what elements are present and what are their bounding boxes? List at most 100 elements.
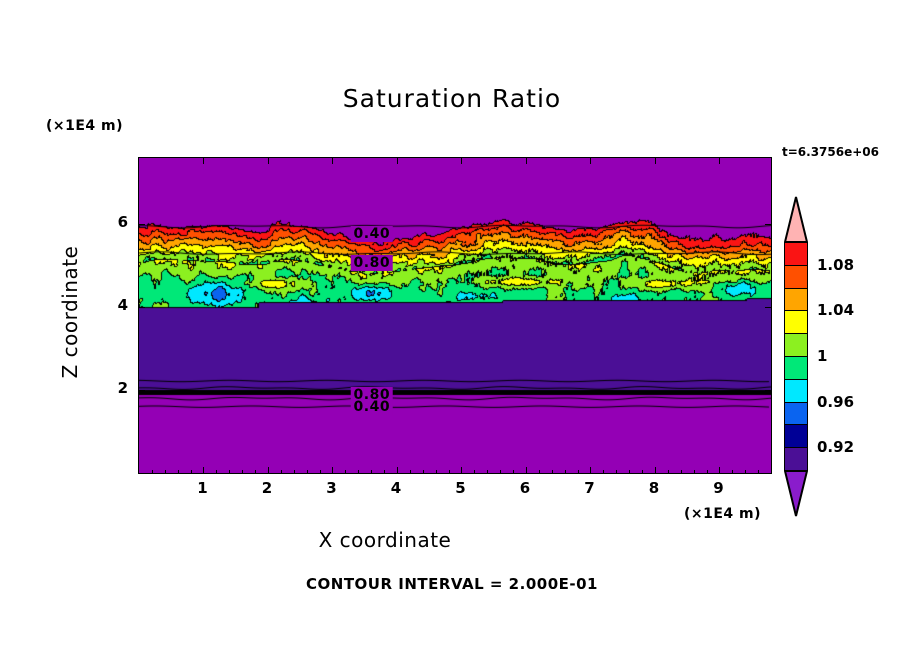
- x-axis-minor-tick: [358, 470, 360, 473]
- x-axis-minor-tick: [409, 470, 411, 473]
- x-axis-minor-tick: [422, 470, 424, 473]
- x-axis-tick: [719, 158, 721, 164]
- x-axis-minor-tick: [680, 470, 682, 473]
- x-axis-tick: [396, 467, 398, 473]
- colorbar-band: [785, 243, 807, 266]
- contour-value-label: 0.40: [350, 399, 394, 416]
- x-axis-tick-label: 5: [455, 479, 466, 497]
- contour-value-label: 0.80: [350, 386, 394, 403]
- x-axis-minor-tick: [448, 470, 450, 473]
- x-axis-tick-label: 3: [326, 479, 337, 497]
- x-axis-tick: [719, 467, 721, 473]
- colorbar-band: [785, 356, 807, 380]
- x-axis-minor-tick: [564, 470, 566, 473]
- contour-value-label: 0.80: [350, 254, 394, 271]
- x-axis-minor-tick: [538, 470, 540, 473]
- x-axis-tick: [203, 467, 205, 473]
- colorbar-band: [785, 425, 807, 449]
- contour-interval-caption: CONTOUR INTERVAL = 2.000E-01: [306, 575, 598, 593]
- x-axis-minor-tick: [551, 470, 553, 473]
- x-axis-tick-label: 2: [261, 479, 273, 497]
- x-axis-minor-tick: [293, 470, 295, 473]
- x-axis-tick: [396, 158, 398, 164]
- x-axis-minor-tick: [771, 470, 772, 473]
- x-axis-tick: [525, 467, 527, 473]
- x-axis-tick: [203, 158, 205, 164]
- x-axis-minor-tick: [216, 470, 218, 473]
- x-axis-unit-label: (×1E4 m): [684, 506, 762, 522]
- y-axis-title: Z coordinate: [58, 245, 82, 379]
- colorbar-under-arrow: [784, 470, 808, 517]
- x-axis-minor-tick: [164, 470, 166, 473]
- x-axis-tick: [461, 467, 463, 473]
- y-axis-tick: [139, 390, 145, 392]
- x-axis-minor-tick: [642, 470, 644, 473]
- y-axis-tick: [139, 224, 145, 226]
- y-axis-unit-label: (×1E4 m): [46, 118, 124, 134]
- colorbar-over-arrow: [784, 196, 808, 243]
- x-axis-minor-tick: [629, 470, 631, 473]
- colorbar-tick-label: 0.96: [817, 392, 855, 411]
- x-axis-minor-tick: [384, 470, 386, 473]
- x-axis-minor-tick: [255, 470, 257, 473]
- y-axis-tick: [139, 307, 145, 309]
- x-axis-minor-tick: [500, 470, 502, 473]
- x-axis-tick: [654, 467, 656, 473]
- x-axis-minor-tick: [667, 470, 669, 473]
- x-axis-minor-tick: [345, 470, 347, 473]
- y-axis-tick: [765, 307, 771, 309]
- x-axis-minor-tick: [319, 470, 321, 473]
- x-axis-tick-label: 6: [519, 479, 531, 497]
- x-axis-minor-tick: [229, 470, 231, 473]
- x-axis-minor-tick: [242, 470, 244, 473]
- y-axis-tick: [765, 224, 771, 226]
- x-axis-tick-label: 1: [197, 479, 208, 497]
- x-axis-minor-tick: [487, 470, 489, 473]
- colorbar-band: [785, 334, 807, 357]
- x-axis-tick-label: 7: [584, 479, 595, 497]
- x-axis-minor-tick: [732, 470, 734, 473]
- x-axis-minor-tick: [577, 470, 579, 473]
- colorbar-tick-label: 0.92: [817, 438, 855, 457]
- contour-value-label: 0.40: [350, 226, 394, 243]
- x-axis-tick-label: 8: [648, 479, 660, 497]
- x-axis-minor-tick: [693, 470, 695, 473]
- colorbar-tick-label: 1.08: [817, 255, 855, 274]
- y-axis-tick: [765, 390, 771, 392]
- colorbar-band: [785, 288, 807, 312]
- x-axis-minor-tick: [151, 470, 153, 473]
- x-axis-minor-tick: [280, 470, 282, 473]
- colorbar-tick-label: 1: [817, 347, 828, 365]
- x-axis-minor-tick: [474, 470, 476, 473]
- x-axis-title: X coordinate: [318, 528, 452, 552]
- x-axis-minor-tick: [177, 470, 179, 473]
- x-axis-tick: [461, 158, 463, 164]
- x-axis-tick: [525, 158, 527, 164]
- x-axis-tick-label: 9: [713, 479, 724, 497]
- x-axis-tick: [332, 467, 334, 473]
- x-axis-minor-tick: [513, 470, 515, 473]
- colorbar-band: [785, 379, 807, 403]
- page-title: Saturation Ratio: [342, 84, 562, 113]
- x-axis-tick: [590, 467, 592, 473]
- colorbar-band: [785, 448, 807, 471]
- x-axis-minor-tick: [745, 470, 747, 473]
- x-axis-minor-tick: [603, 470, 605, 473]
- x-axis-tick: [267, 158, 269, 164]
- x-axis-minor-tick: [371, 470, 373, 473]
- time-annotation: t=6.3756e+06: [782, 145, 879, 159]
- colorbar-band: [785, 265, 807, 289]
- x-axis-minor-tick: [616, 470, 618, 473]
- colorbar-band: [785, 311, 807, 335]
- saturation-field-canvas: [139, 158, 771, 473]
- x-axis-minor-tick: [306, 470, 308, 473]
- colorbar-bands: [784, 242, 808, 471]
- x-axis-minor-tick: [190, 470, 192, 473]
- colorbar: [784, 196, 810, 517]
- x-axis-minor-tick: [706, 470, 708, 473]
- colorbar-tick-label: 1.04: [817, 301, 855, 320]
- x-axis-tick: [654, 158, 656, 164]
- x-axis-minor-tick: [758, 470, 760, 473]
- x-axis-tick: [590, 158, 592, 164]
- x-axis-tick: [267, 467, 269, 473]
